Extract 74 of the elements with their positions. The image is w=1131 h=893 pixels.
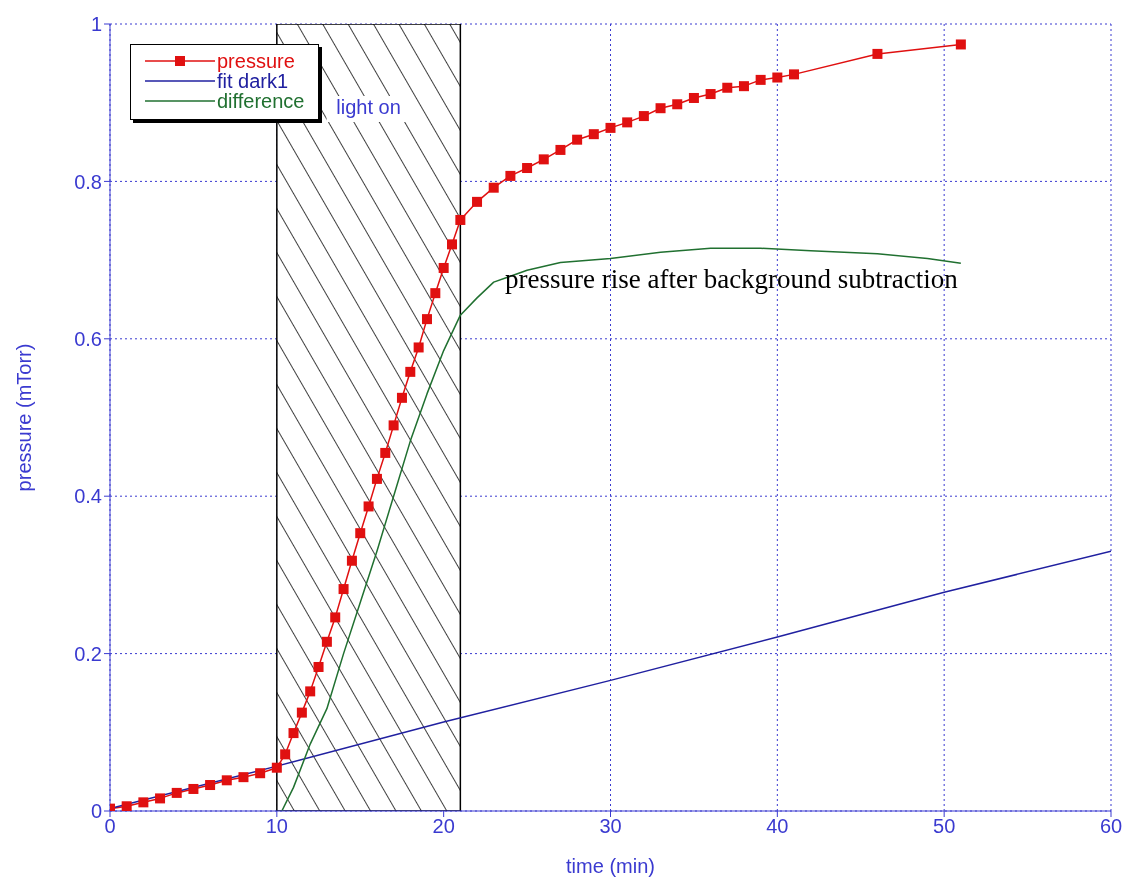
point [221,775,232,786]
x-tick-label: 50 [933,815,956,838]
point [321,636,332,647]
y-tick-label: 0.8 [74,170,102,193]
y-tick-label: 1 [90,13,102,36]
point [355,528,366,539]
annotation: pressure rise after background subtraction [505,264,958,295]
legend-label: pressure [217,50,295,72]
point [622,117,633,128]
x-tick-label: 30 [599,815,622,838]
band-label: light on [336,96,401,118]
point [371,473,382,484]
point [705,89,716,100]
point [305,686,316,697]
point [722,82,733,93]
point [338,584,349,595]
point [655,103,666,114]
point [413,342,424,353]
x-tick-label: 0 [104,815,116,838]
point [455,214,466,225]
point [188,783,199,794]
point [296,707,307,718]
point [280,749,291,760]
point [238,772,249,783]
x-tick-label: 10 [265,815,288,838]
point [688,92,699,103]
point [772,72,783,83]
point [138,797,149,808]
point [438,262,449,273]
point [380,447,391,458]
point [738,81,749,92]
point [472,196,483,207]
point [396,392,407,403]
point [313,661,324,672]
point [330,612,341,623]
x-tick-label: 40 [766,815,789,838]
point [430,288,441,299]
x-axis-title: time (min) [566,855,655,877]
x-tick-label: 20 [432,815,455,838]
point [638,111,649,122]
point [346,555,357,566]
point [388,420,399,431]
legend-label: difference [217,90,305,112]
point [555,144,566,155]
point [155,793,166,804]
point [572,134,583,145]
point [447,239,458,250]
point [363,501,374,512]
point [605,122,616,133]
point [588,129,599,140]
point [755,74,766,85]
x-tick-label: 60 [1099,815,1123,838]
point [405,366,416,377]
y-axis-title: pressure (mTorr) [13,343,36,492]
y-tick-label: 0.6 [74,327,102,350]
point [271,762,282,773]
point [171,787,182,798]
point [872,48,883,59]
y-tick-label: 0.4 [74,485,102,508]
point [255,768,266,779]
point [288,728,299,739]
point [522,163,533,174]
point [505,170,516,181]
point [672,99,683,110]
point [421,314,432,325]
y-tick-label: 0.2 [74,642,102,665]
point [488,182,499,193]
point [538,154,549,165]
point [789,69,800,80]
y-tick-label: 0 [90,800,102,823]
point [205,780,216,791]
line-series [281,247,962,811]
point [955,39,966,50]
point [121,801,132,811]
